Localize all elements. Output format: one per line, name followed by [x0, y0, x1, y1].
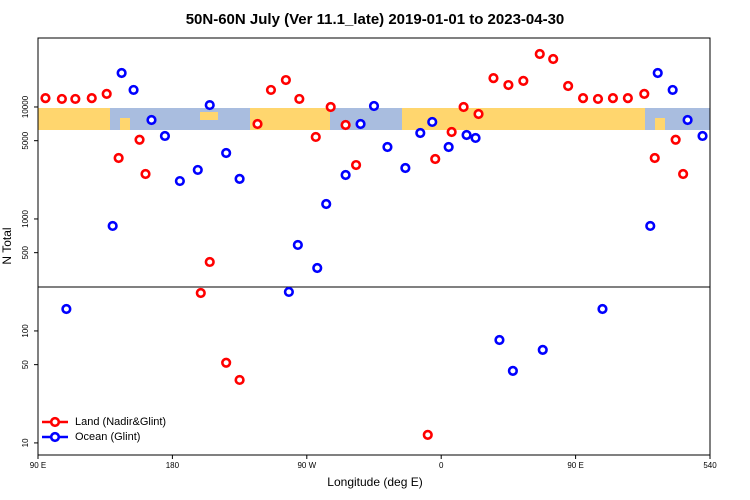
- point: [292, 239, 303, 251]
- point: [294, 93, 305, 105]
- point: [443, 141, 454, 153]
- point: [534, 48, 545, 60]
- point: [101, 88, 112, 99]
- point: [86, 93, 97, 104]
- point: [537, 344, 548, 356]
- point: [107, 220, 118, 232]
- point: [649, 152, 660, 164]
- x-tick-label: 90 E: [567, 461, 583, 470]
- point: [422, 429, 433, 440]
- y-tick-label: 500: [21, 245, 30, 259]
- point: [382, 141, 393, 153]
- point: [368, 100, 380, 112]
- y-tick-label: 100: [21, 324, 30, 338]
- point: [355, 118, 366, 130]
- point: [195, 287, 206, 299]
- point: [140, 168, 151, 180]
- point: [430, 153, 441, 165]
- x-tick-label: 0: [439, 461, 444, 470]
- point: [415, 127, 426, 139]
- point: [280, 74, 291, 86]
- point: [697, 130, 708, 142]
- point: [645, 220, 656, 232]
- point: [70, 93, 81, 105]
- point: [61, 303, 72, 315]
- point: [518, 75, 529, 86]
- point: [548, 53, 559, 65]
- x-tick-label: 180: [166, 461, 180, 470]
- point: [622, 93, 633, 104]
- point: [494, 334, 505, 346]
- point: [350, 159, 362, 171]
- point: [312, 262, 323, 274]
- point: [667, 84, 678, 96]
- y-tick-label: 50: [21, 360, 30, 369]
- point: [204, 256, 215, 268]
- x-tick-label: 90 E: [30, 461, 46, 470]
- point: [607, 93, 619, 104]
- point: [204, 99, 215, 111]
- point: [113, 152, 124, 164]
- y-tick-label: 5000: [21, 131, 30, 149]
- point: [265, 84, 277, 96]
- point: [221, 147, 232, 159]
- point: [252, 118, 263, 130]
- point: [670, 134, 681, 145]
- legend-label: Ocean (Glint): [75, 431, 140, 443]
- x-tick-label: 90 W: [297, 461, 316, 470]
- point: [128, 84, 139, 96]
- point: [488, 73, 499, 84]
- plot-frame: [37, 37, 711, 456]
- point: [678, 168, 689, 180]
- y-tick-label: 10: [21, 438, 30, 447]
- point: [321, 198, 332, 210]
- point: [446, 126, 457, 138]
- point: [473, 108, 484, 120]
- point: [192, 164, 203, 176]
- point: [174, 175, 185, 187]
- point: [56, 93, 67, 105]
- point: [458, 101, 469, 113]
- point: [310, 131, 321, 143]
- point: [221, 357, 232, 368]
- point: [427, 116, 438, 128]
- point: [134, 134, 145, 145]
- point: [461, 129, 472, 141]
- point: [340, 169, 351, 181]
- point: [234, 173, 245, 184]
- point: [116, 67, 127, 79]
- point: [577, 93, 589, 104]
- x-axis-label: Longitude (deg E): [327, 475, 422, 489]
- map-strip: [38, 108, 710, 130]
- legend-marker: [49, 416, 61, 428]
- y-axis-label: N Total: [0, 227, 14, 264]
- point: [597, 303, 608, 315]
- point: [234, 374, 245, 386]
- x-tick-label: 540: [703, 461, 717, 470]
- y-tick-label: 1000: [21, 210, 30, 228]
- y-tick-label: 10000: [21, 95, 30, 118]
- point: [652, 67, 663, 79]
- chart-title: 50N-60N July (Ver 11.1_late) 2019-01-01 …: [186, 11, 565, 28]
- legend-label: Land (Nadir&Glint): [75, 416, 166, 428]
- point: [682, 114, 693, 126]
- point: [470, 132, 481, 144]
- point: [592, 93, 604, 105]
- point: [400, 162, 411, 174]
- point: [507, 365, 518, 376]
- legend-marker: [49, 431, 61, 443]
- point: [325, 101, 336, 113]
- point: [563, 80, 574, 92]
- point: [159, 130, 171, 142]
- point: [40, 93, 51, 104]
- point: [283, 286, 294, 298]
- point: [503, 79, 514, 91]
- point: [146, 114, 157, 126]
- point: [639, 88, 650, 99]
- point: [340, 119, 351, 131]
